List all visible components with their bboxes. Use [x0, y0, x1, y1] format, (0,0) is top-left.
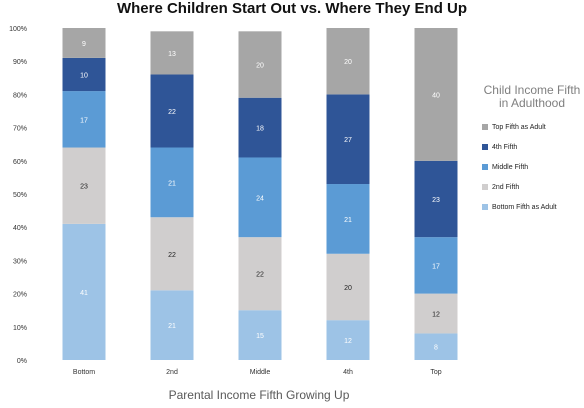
legend-item: Top Fifth as Adult [482, 117, 582, 137]
bar-segment [238, 97, 282, 158]
bar-data-label: 22 [168, 252, 176, 259]
bar-segment [62, 91, 106, 148]
bar-data-label: 12 [432, 312, 440, 319]
bar-data-label: 22 [256, 272, 264, 279]
legend-item: 2nd Fifth [482, 177, 582, 197]
bar-segment [326, 184, 370, 254]
bar-segment [326, 94, 370, 185]
legend-swatch [482, 164, 488, 170]
legend-swatch [482, 124, 488, 130]
bar-segment [414, 333, 458, 360]
bar-data-label: 20 [256, 63, 264, 70]
bar-data-label: 21 [168, 180, 176, 187]
legend-label: Top Fifth as Adult [492, 123, 546, 131]
y-tick-label: 100% [9, 26, 27, 33]
bar-segment [150, 31, 194, 75]
bar-data-label: 41 [80, 290, 88, 297]
y-tick-label: 20% [13, 292, 27, 299]
legend-item: Bottom Fifth as Adult [482, 197, 582, 217]
legend-item: Middle Fifth [482, 157, 582, 177]
bar-data-label: 27 [344, 137, 352, 144]
bar-segment [62, 223, 106, 360]
y-tick-label: 40% [13, 225, 27, 232]
bar-segment [326, 28, 370, 95]
x-tick-label: Bottom [73, 369, 95, 376]
bar-data-label: 15 [256, 333, 264, 340]
bar-data-label: 20 [344, 285, 352, 292]
x-tick-label: 2nd [166, 369, 178, 376]
bar-data-label: 17 [80, 117, 88, 124]
bar-data-label: 13 [168, 51, 176, 58]
bar-segment [62, 147, 106, 224]
legend: Child Income Fifth in Adulthood Top Fift… [482, 84, 582, 217]
bar-data-label: 40 [432, 92, 440, 99]
legend-label: 4th Fifth [492, 143, 518, 151]
x-tick-label: 4th [343, 369, 353, 376]
bar-data-label: 17 [432, 263, 440, 270]
y-tick-label: 90% [13, 59, 27, 66]
legend-swatch [482, 184, 488, 190]
bar-segment [414, 28, 458, 161]
bar-segment [150, 290, 194, 360]
bar-data-label: 21 [344, 217, 352, 224]
legend-item: 4th Fifth [482, 137, 582, 157]
bar-data-label: 18 [256, 126, 264, 133]
chart-title: Where Children Start Out vs. Where They … [116, 0, 468, 17]
legend-label: Bottom Fifth as Adult [492, 203, 557, 211]
legend-title: Child Income Fifth in Adulthood [483, 83, 581, 110]
x-tick-label: Middle [250, 369, 271, 376]
bar-segment [150, 74, 194, 148]
bar-segment [238, 31, 282, 98]
bar-data-label: 23 [432, 197, 440, 204]
y-tick-label: 70% [13, 126, 27, 133]
y-tick-label: 0% [17, 358, 27, 365]
y-tick-label: 30% [13, 258, 27, 265]
legend-swatch [482, 144, 488, 150]
bar-segment [62, 57, 106, 92]
y-tick-label: 10% [13, 325, 27, 332]
bar-data-label: 20 [344, 59, 352, 66]
legend-label: Middle Fifth [492, 163, 529, 171]
y-tick-label: 60% [13, 159, 27, 166]
y-axis: 0% 10% 20% 30% 40% 50% 60% 70% 80% 90% 100% [9, 26, 27, 365]
x-axis: Bottom 2nd Middle 4th Top [73, 369, 442, 376]
bar-segment [238, 237, 282, 311]
y-tick-label: 50% [13, 192, 27, 199]
bar-segment [414, 160, 458, 238]
bar-data-label: 8 [434, 345, 438, 352]
bar-data-label: 10 [80, 72, 88, 79]
bar-data-label: 22 [168, 109, 176, 116]
bar-segment [238, 310, 282, 360]
bar-data-label: 12 [344, 338, 352, 345]
x-tick-label: Top [430, 369, 441, 376]
bar-segment [238, 157, 282, 238]
legend-items: Top Fifth as Adult 4th Fifth Middle Fifth 2… [482, 117, 582, 217]
bar-segment [150, 217, 194, 291]
bar-data-label: 9 [82, 41, 86, 48]
bar-data-label: 21 [168, 323, 176, 330]
legend-label: 2nd Fifth [492, 183, 520, 191]
y-tick-label: 80% [13, 92, 27, 99]
bar-segment [62, 28, 106, 58]
bar-data-label: 23 [80, 184, 88, 191]
bar-segment [414, 237, 458, 294]
bar-segment [150, 147, 194, 218]
bar-segment [326, 253, 370, 321]
bars: 41 23 17 10 9 21 22 21 22 13 15 22 24 18 20 12 20 21 27 20 8… [62, 28, 458, 360]
bar-segment [414, 293, 458, 334]
x-axis-title: Parental Income Fifth Growing Up [169, 388, 350, 402]
bar-data-label: 24 [256, 195, 264, 202]
bar-segment [326, 320, 370, 360]
legend-swatch [482, 204, 488, 210]
